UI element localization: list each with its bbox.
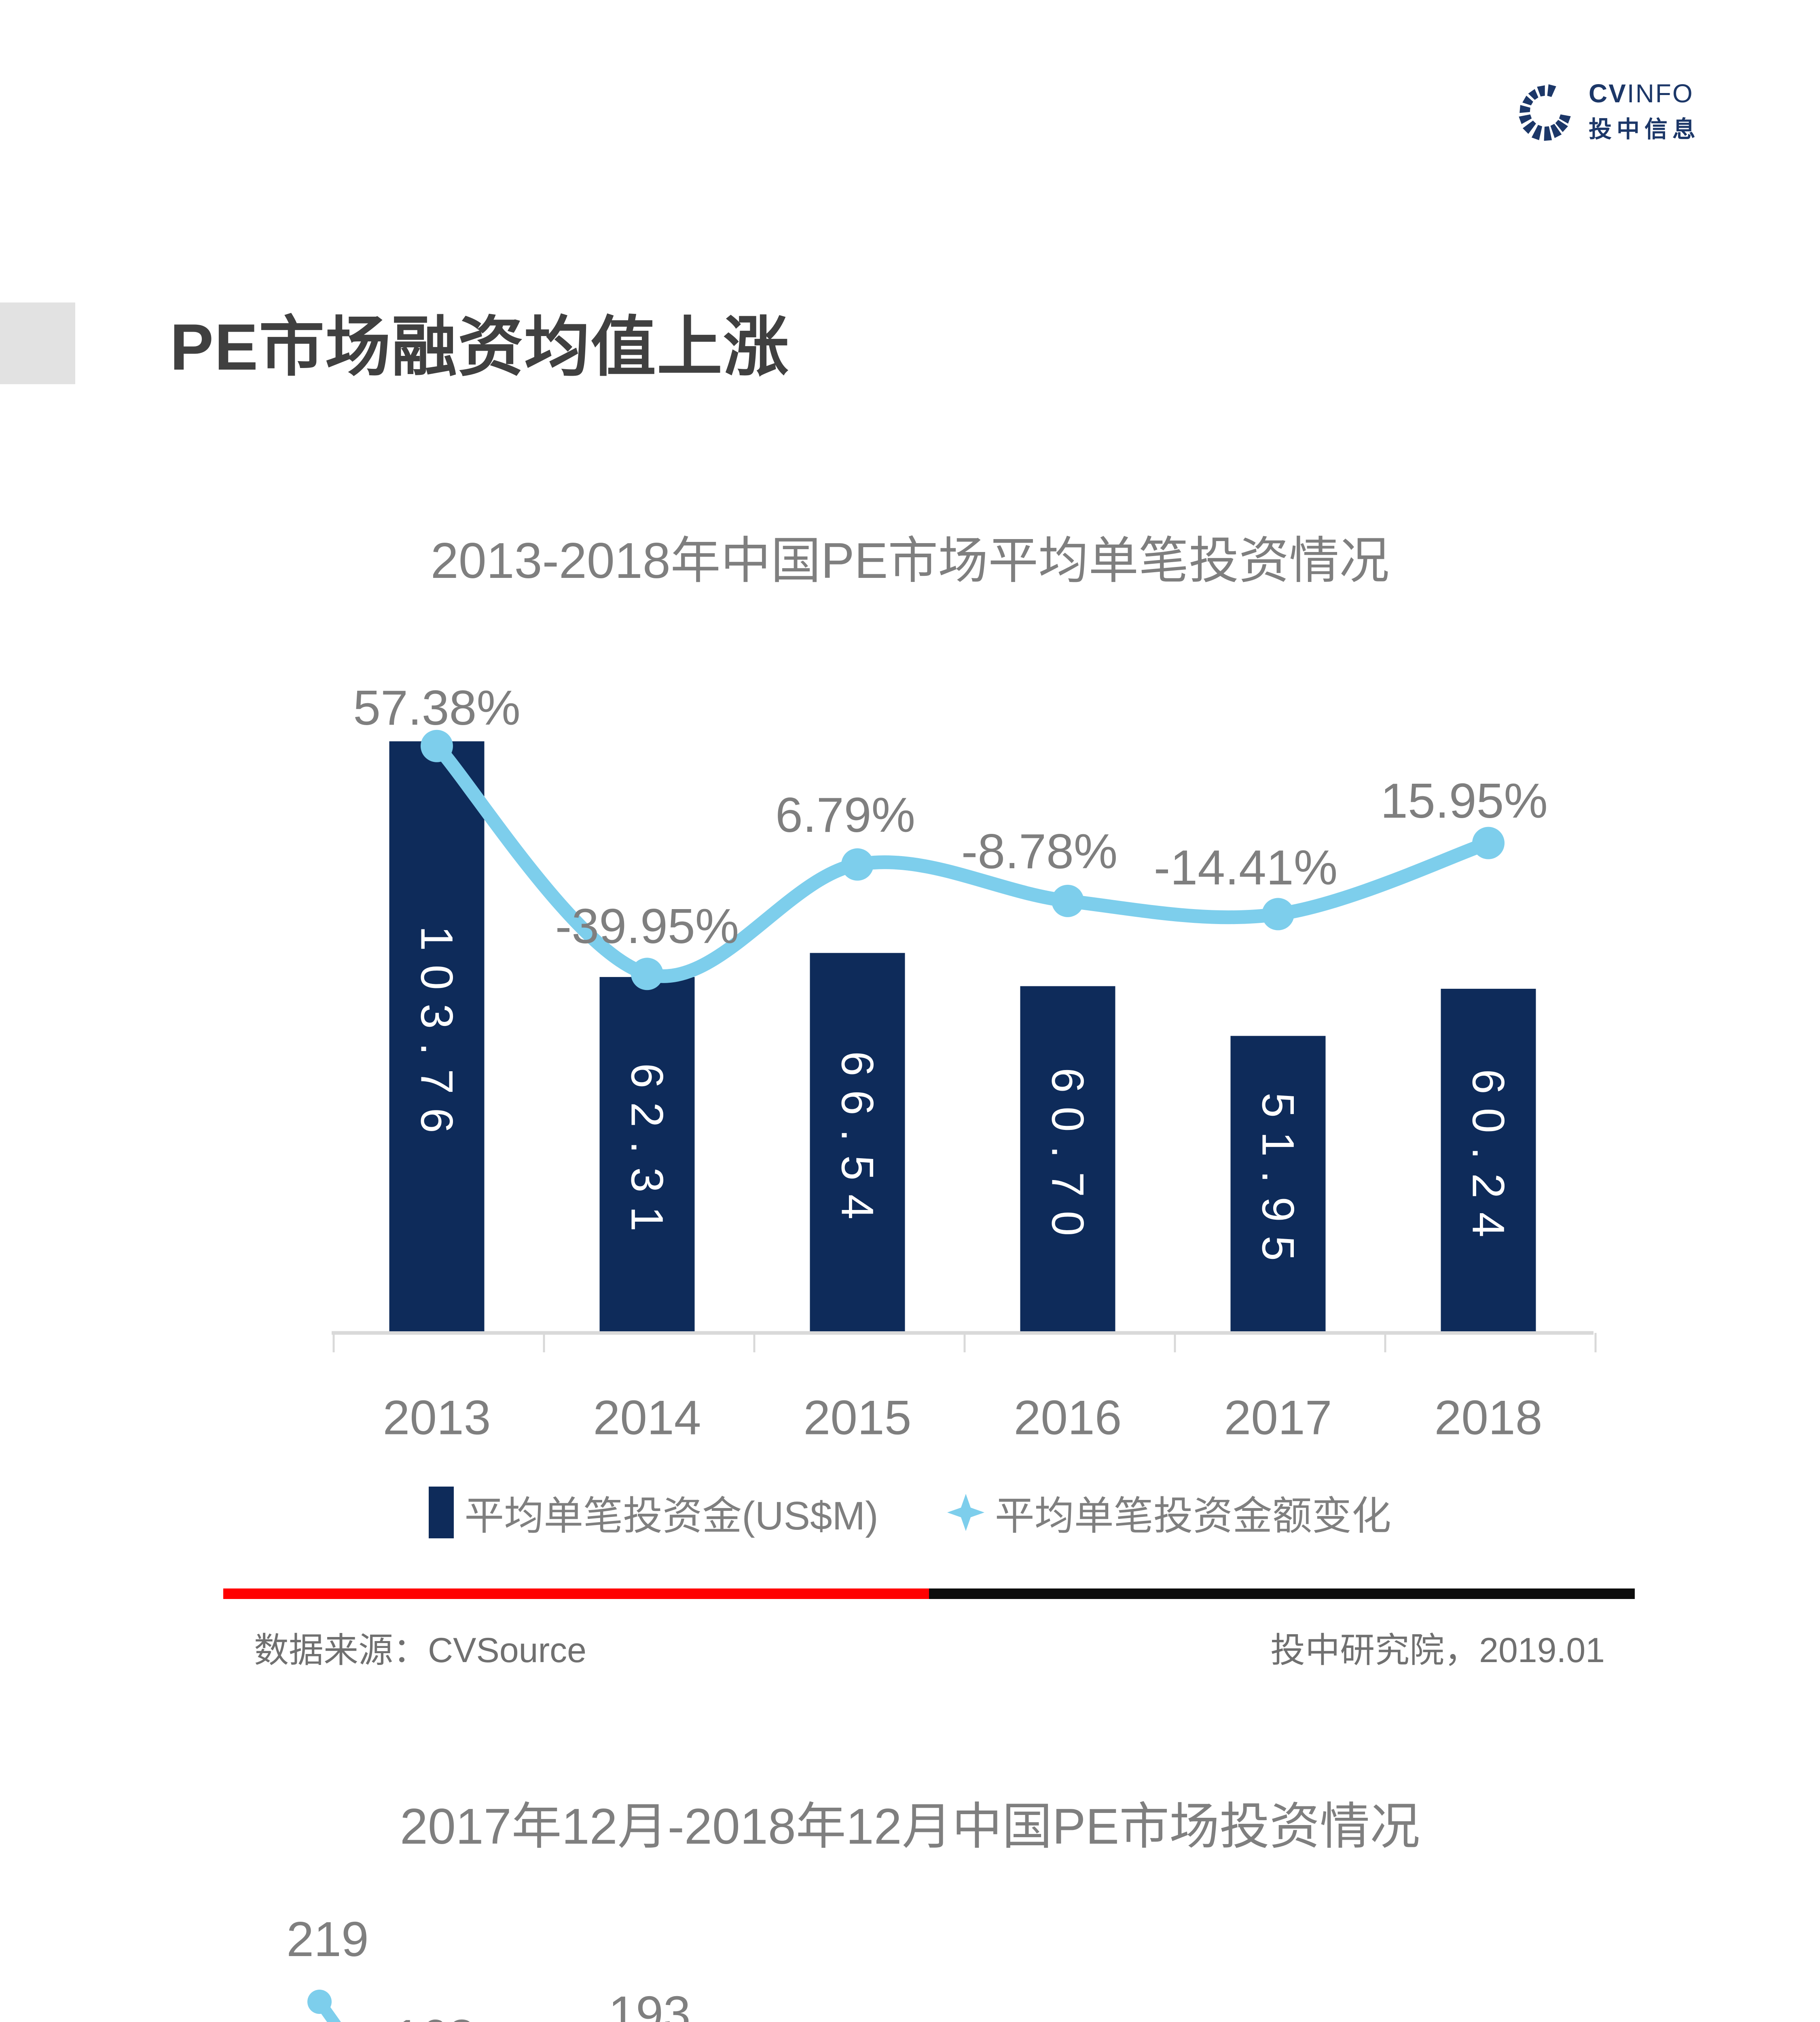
line-marker (631, 958, 663, 990)
logo-text: CVINFO 投中信息 (1589, 79, 1700, 144)
page-title: PE市场融资均值上涨 (170, 311, 790, 384)
logo-spoke (1528, 89, 1539, 100)
logo-brand-info: INFO (1627, 79, 1694, 108)
category-label: 2017 (1224, 1390, 1332, 1445)
divider-black-segment (929, 1588, 1635, 1599)
line-value-label: 6.79% (775, 787, 915, 842)
line-value-label: -39.95% (555, 899, 739, 954)
line-value-label: 219 (286, 1912, 369, 1967)
category-label: 2018 (1435, 1390, 1543, 1445)
research-credit-label: 投中研究院，2019.01 (1270, 1631, 1605, 1670)
chart1-plot: 103.76 62.31 66.54 60.70 51.95 60.24 57.38% -39… (332, 680, 1597, 1445)
logo-spoke (1522, 121, 1536, 134)
legend-label: 平均单笔投资金额变化 (995, 1493, 1391, 1538)
logo-brand-cn: 投中信息 (1589, 116, 1700, 142)
category-label: 2016 (1014, 1390, 1122, 1445)
divider-red-segment (223, 1588, 929, 1599)
bar (1441, 989, 1536, 1331)
bar-value-label: 62.31 (622, 1063, 673, 1245)
line-value-label: -8.78% (961, 824, 1118, 879)
logo-spoke (1559, 114, 1571, 124)
line-marker (307, 1990, 332, 2014)
title-accent-block (0, 302, 75, 384)
trend-line (430, 739, 1495, 983)
line-value-label: 193 (608, 1986, 691, 2022)
chart1-title: 2013-2018年中国PE市场平均单笔投资情况 (430, 533, 1390, 589)
bar-value-label: 60.70 (1043, 1068, 1093, 1250)
line-marker (421, 730, 453, 762)
logo: CVINFO 投中信息 (1513, 79, 1700, 144)
chart2-plot: 9818955717345201655211456215521916312419… (286, 1912, 691, 2022)
line-value-label: -14.41% (1154, 840, 1337, 895)
bar-series-swatch (429, 1487, 454, 1538)
bar-value-label: 66.54 (832, 1051, 883, 1233)
line-value-label: 163 (393, 2009, 476, 2022)
logo-spoke (1544, 126, 1552, 141)
line-value-label: 57.38% (353, 680, 521, 735)
bar (1230, 1036, 1326, 1331)
logo-brand-en: CVINFO (1589, 79, 1700, 108)
logo-spoke (1522, 95, 1533, 106)
category-label: 2014 (593, 1390, 701, 1445)
line-series-marker-icon (947, 1494, 984, 1531)
chart1-legend: 平均单笔投资金(US$M) 平均单笔投资金额变化 (121, 1478, 1699, 1547)
line-marker (1472, 827, 1505, 859)
logo-spoke (1537, 85, 1545, 97)
chart1-divider (223, 1588, 1635, 1599)
category-label: 2015 (804, 1390, 912, 1445)
logo-spoke (1550, 124, 1562, 138)
bar (389, 741, 485, 1331)
logo-spoke (1547, 84, 1556, 97)
chart2-title: 2017年12月-2018年12月中国PE市场投资情况 (400, 1799, 1420, 1855)
logo-spoke (1555, 120, 1568, 132)
category-label: 2013 (383, 1390, 491, 1445)
line-marker (841, 848, 874, 881)
bar (1020, 986, 1115, 1331)
chart1-source-row: 数据来源：CVSource 投中研究院，2019.01 (254, 1622, 1605, 1672)
logo-spoke (1519, 114, 1532, 124)
bar-value-label: 60.24 (1463, 1069, 1514, 1251)
legend-label: 平均单笔投资金(US$M) (464, 1493, 878, 1538)
logo-starburst-icon (1519, 84, 1571, 141)
line-value-label: 15.95% (1380, 773, 1548, 828)
bar-value-label: 51.95 (1253, 1093, 1304, 1275)
chart1-legend-item-bar: 平均单笔投资金(US$M) (429, 1484, 878, 1541)
logo-spoke (1519, 105, 1530, 113)
trend-line (314, 1996, 341, 2022)
chart1-legend-item-line: 平均单笔投资金额变化 (947, 1484, 1391, 1541)
data-source-label: 数据来源：CVSource (254, 1631, 586, 1670)
logo-spoke (1531, 125, 1543, 140)
bar-value-label: 103.76 (412, 926, 462, 1147)
line-marker (1052, 884, 1084, 917)
logo-brand-cv: CV (1589, 79, 1627, 108)
bar (810, 953, 905, 1331)
line-marker (1262, 898, 1294, 931)
bar (599, 977, 695, 1331)
